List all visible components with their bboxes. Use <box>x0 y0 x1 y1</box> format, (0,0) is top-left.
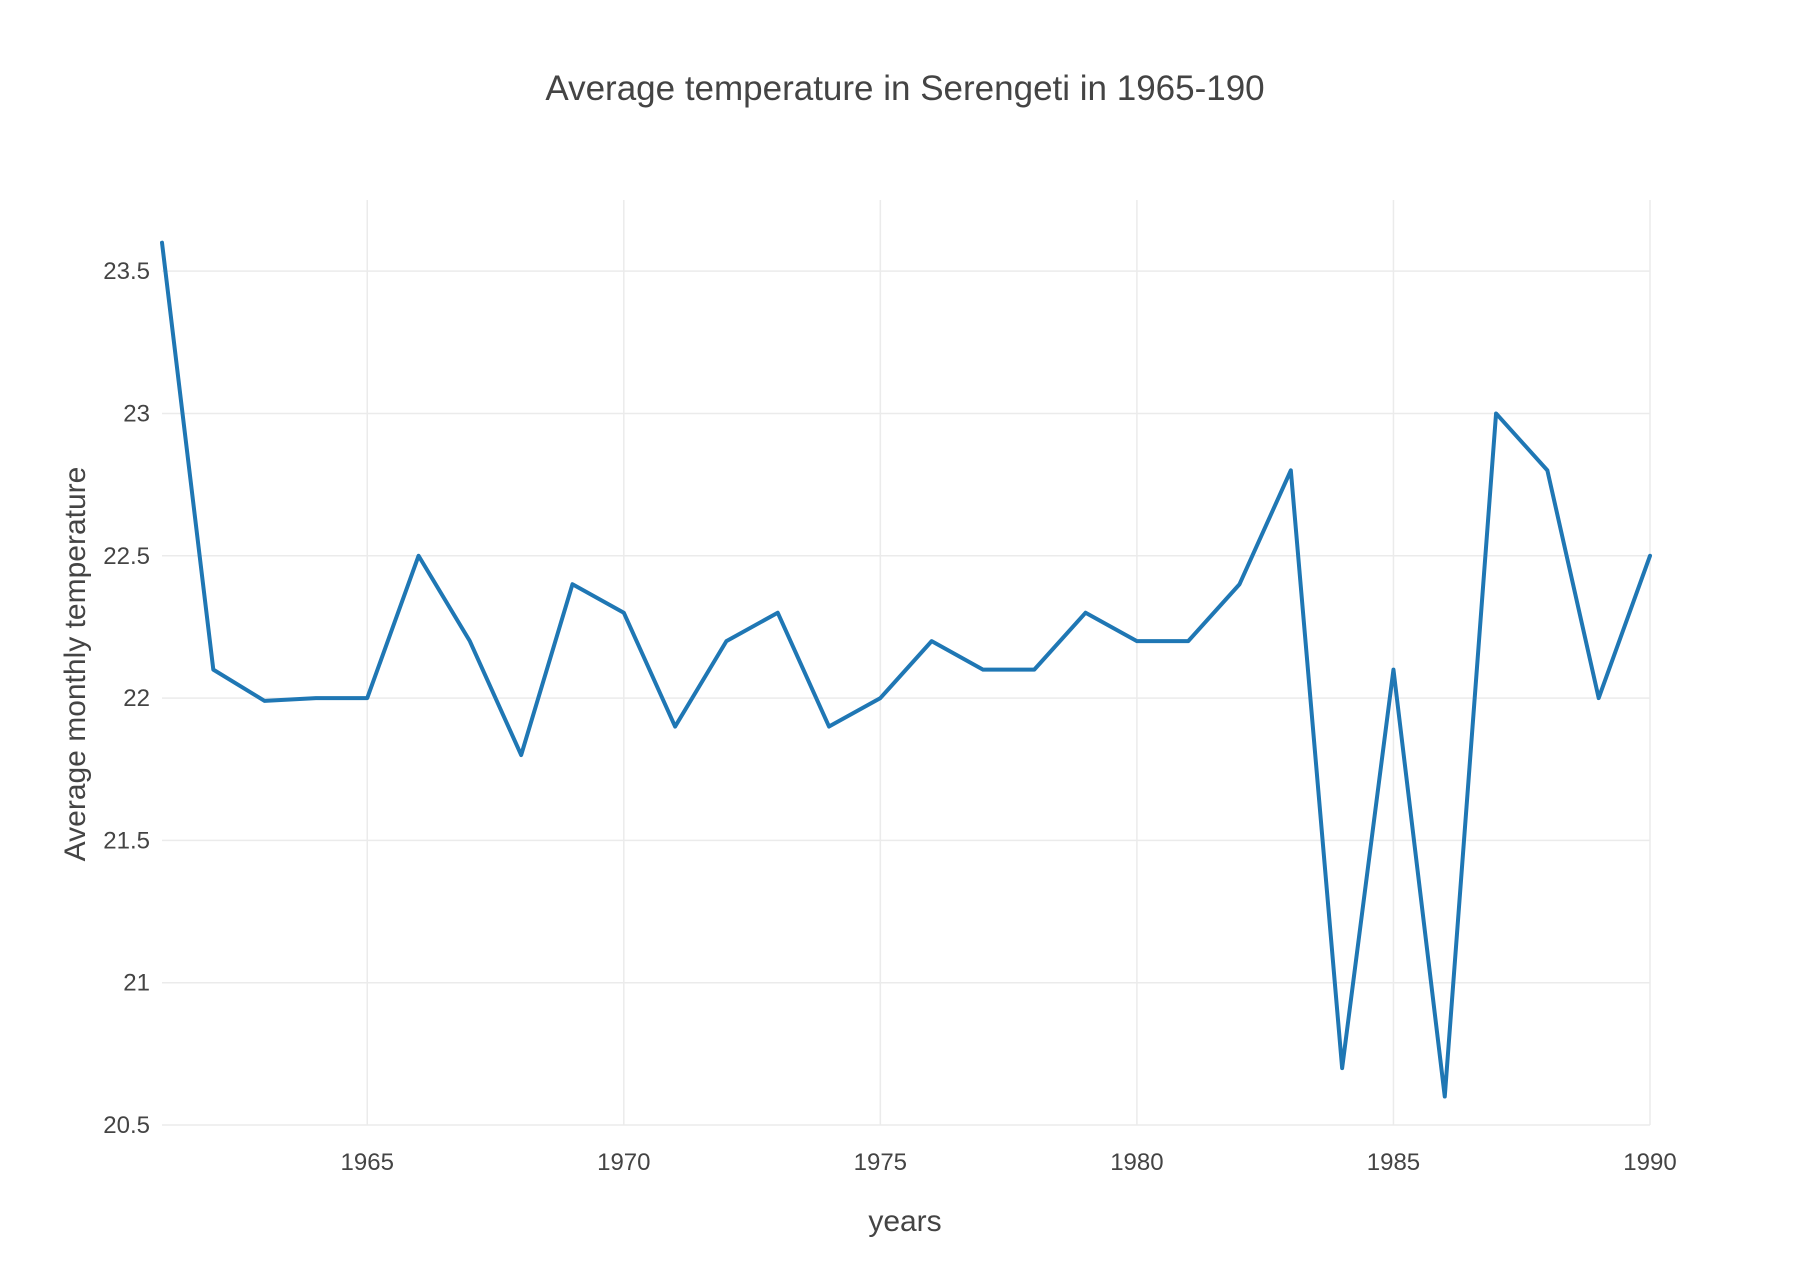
y-tick-label: 23 <box>123 400 150 427</box>
x-tick-label: 1970 <box>597 1149 650 1176</box>
y-axis-ticks: 20.5 21 21.5 22 22.5 23 23.5 <box>103 258 150 1139</box>
x-tick-label: 1985 <box>1367 1149 1420 1176</box>
x-axis-title: years <box>868 1205 941 1238</box>
series-layer <box>160 240 1652 1099</box>
y-tick-label: 23.5 <box>103 258 150 285</box>
y-tick-label: 22 <box>123 685 150 712</box>
y-tick-label: 21 <box>123 970 150 997</box>
x-axis-ticks: 1965 1970 1975 1980 1985 1990 <box>341 1149 1677 1176</box>
series-line <box>160 240 1652 1099</box>
x-tick-label: 1965 <box>341 1149 394 1176</box>
y-tick-label: 21.5 <box>103 827 150 854</box>
x-tick-label: 1980 <box>1110 1149 1163 1176</box>
x-tick-label: 1975 <box>854 1149 907 1176</box>
y-tick-label: 20.5 <box>103 1112 150 1139</box>
grid-layer <box>162 200 1651 1126</box>
y-axis-title: Average monthly temperature <box>59 467 92 862</box>
y-tick-label: 22.5 <box>103 543 150 570</box>
x-tick-label: 1990 <box>1623 1149 1676 1176</box>
chart-title: Average temperature in Serengeti in 1965… <box>545 69 1264 108</box>
